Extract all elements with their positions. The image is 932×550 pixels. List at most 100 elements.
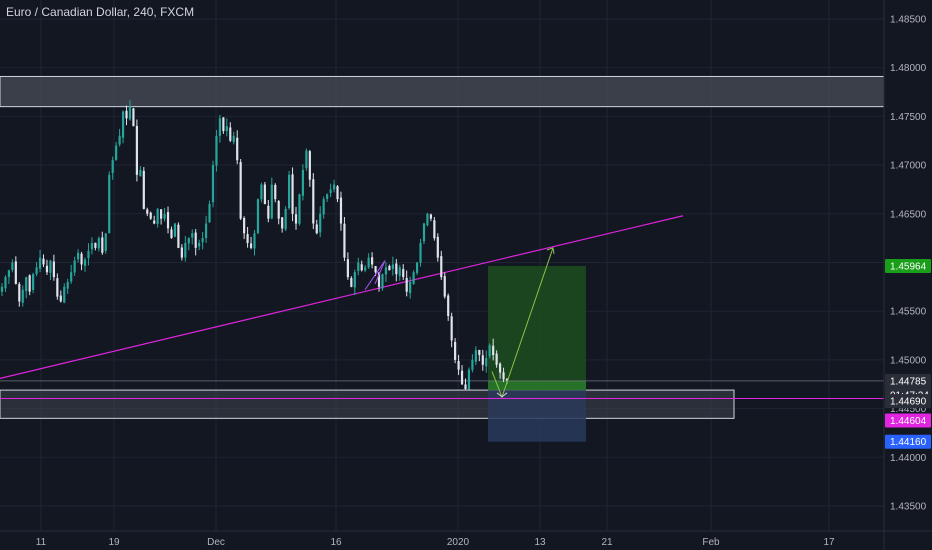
trendline	[0, 215, 684, 379]
entry-arrowhead	[496, 392, 508, 398]
candle-body	[125, 110, 128, 119]
candle-body	[115, 145, 118, 160]
candle-body	[0, 286, 4, 292]
candle-body	[422, 223, 426, 242]
candle-body	[63, 286, 66, 303]
candle-body	[301, 169, 305, 196]
price-label-last-price: 1.44785	[885, 373, 931, 388]
candle-body	[471, 359, 474, 370]
candle-body	[274, 184, 277, 200]
candle-body	[249, 243, 253, 248]
candle-body	[353, 272, 356, 288]
candle-body	[291, 174, 294, 214]
candle-body	[232, 135, 235, 142]
candle-body	[229, 127, 232, 141]
candle-body	[447, 295, 450, 317]
y-tick-label: 1.46500	[890, 209, 927, 220]
price-label-bg	[885, 259, 931, 274]
candle-body	[66, 281, 69, 289]
candle-body	[90, 243, 94, 250]
candle-body	[381, 274, 384, 289]
candle-body	[35, 267, 38, 274]
candle-body	[28, 275, 31, 292]
price-label-text: 1.44690	[890, 397, 927, 408]
candle-body	[187, 238, 190, 244]
candle-body	[32, 274, 35, 290]
candle-body	[346, 259, 349, 278]
candle-body	[225, 126, 228, 132]
candle-body	[436, 236, 439, 258]
price-label-text: 1.44604	[890, 416, 927, 427]
price-label-text: 1.45964	[890, 262, 927, 273]
candle-body	[412, 272, 415, 284]
candle-body	[474, 350, 477, 362]
y-tick-label: 1.44500	[890, 404, 927, 415]
projection-arrowhead	[546, 247, 555, 254]
candle-body	[336, 186, 339, 200]
candle-body	[73, 260, 76, 273]
resistance-zone	[0, 75, 885, 108]
candle-body	[42, 258, 45, 265]
x-tick-label: 16	[330, 537, 342, 548]
candle-body	[364, 267, 367, 271]
x-tick-label: Feb	[702, 537, 720, 548]
candle-body	[118, 135, 121, 145]
candle-body	[246, 234, 249, 244]
candle-body	[367, 257, 370, 268]
candle-body	[464, 384, 467, 390]
stop-loss-area	[488, 390, 586, 442]
candle-body	[429, 214, 433, 219]
y-tick-label: 1.45000	[890, 355, 927, 366]
candle-body	[322, 199, 325, 215]
candle-body	[108, 174, 111, 233]
price-label-stop: 1.44160	[885, 434, 931, 449]
candle-body	[142, 170, 145, 209]
candle-body	[332, 184, 336, 190]
price-label-bg	[885, 394, 931, 409]
candle-body	[11, 262, 14, 270]
candle-body	[270, 184, 273, 219]
profit-area	[488, 266, 586, 391]
candle-body	[450, 316, 453, 341]
candle-body	[281, 217, 284, 229]
x-tick-label: 13	[534, 537, 546, 548]
candle-body	[49, 260, 52, 273]
candle-body	[45, 265, 49, 273]
candle-body	[204, 223, 208, 238]
candle-body	[59, 295, 62, 302]
candle-body	[14, 261, 17, 284]
x-tick-label: 19	[108, 537, 120, 548]
candle-body	[460, 370, 464, 385]
price-label-support: 1.44604	[885, 413, 931, 428]
candle-body	[170, 229, 173, 239]
candle-body	[121, 111, 125, 138]
candle-body	[253, 233, 256, 249]
candle-body	[208, 204, 211, 223]
candle-body	[128, 106, 132, 120]
candle-body	[184, 243, 187, 258]
y-tick-label: 1.45500	[890, 307, 927, 318]
candle-body	[398, 267, 401, 277]
candle-body	[153, 220, 156, 224]
y-tick-label: 1.47500	[890, 112, 927, 123]
candle-body	[25, 277, 28, 292]
candle-body	[177, 224, 180, 248]
candle-body	[377, 272, 381, 287]
candle-body	[87, 250, 90, 259]
candle-body	[481, 355, 484, 365]
candle-body	[419, 243, 422, 263]
candle-body	[426, 213, 429, 226]
candle-body	[194, 232, 197, 248]
price-label-bg	[885, 413, 931, 428]
x-tick-label: 21	[601, 537, 613, 548]
candle-body	[467, 369, 471, 390]
candle-body	[260, 184, 263, 200]
candle-body	[211, 165, 215, 203]
candle-body	[374, 266, 377, 273]
candle-body	[495, 353, 498, 365]
candle-body	[70, 272, 73, 282]
candle-body	[440, 256, 443, 278]
candle-body	[156, 208, 159, 224]
